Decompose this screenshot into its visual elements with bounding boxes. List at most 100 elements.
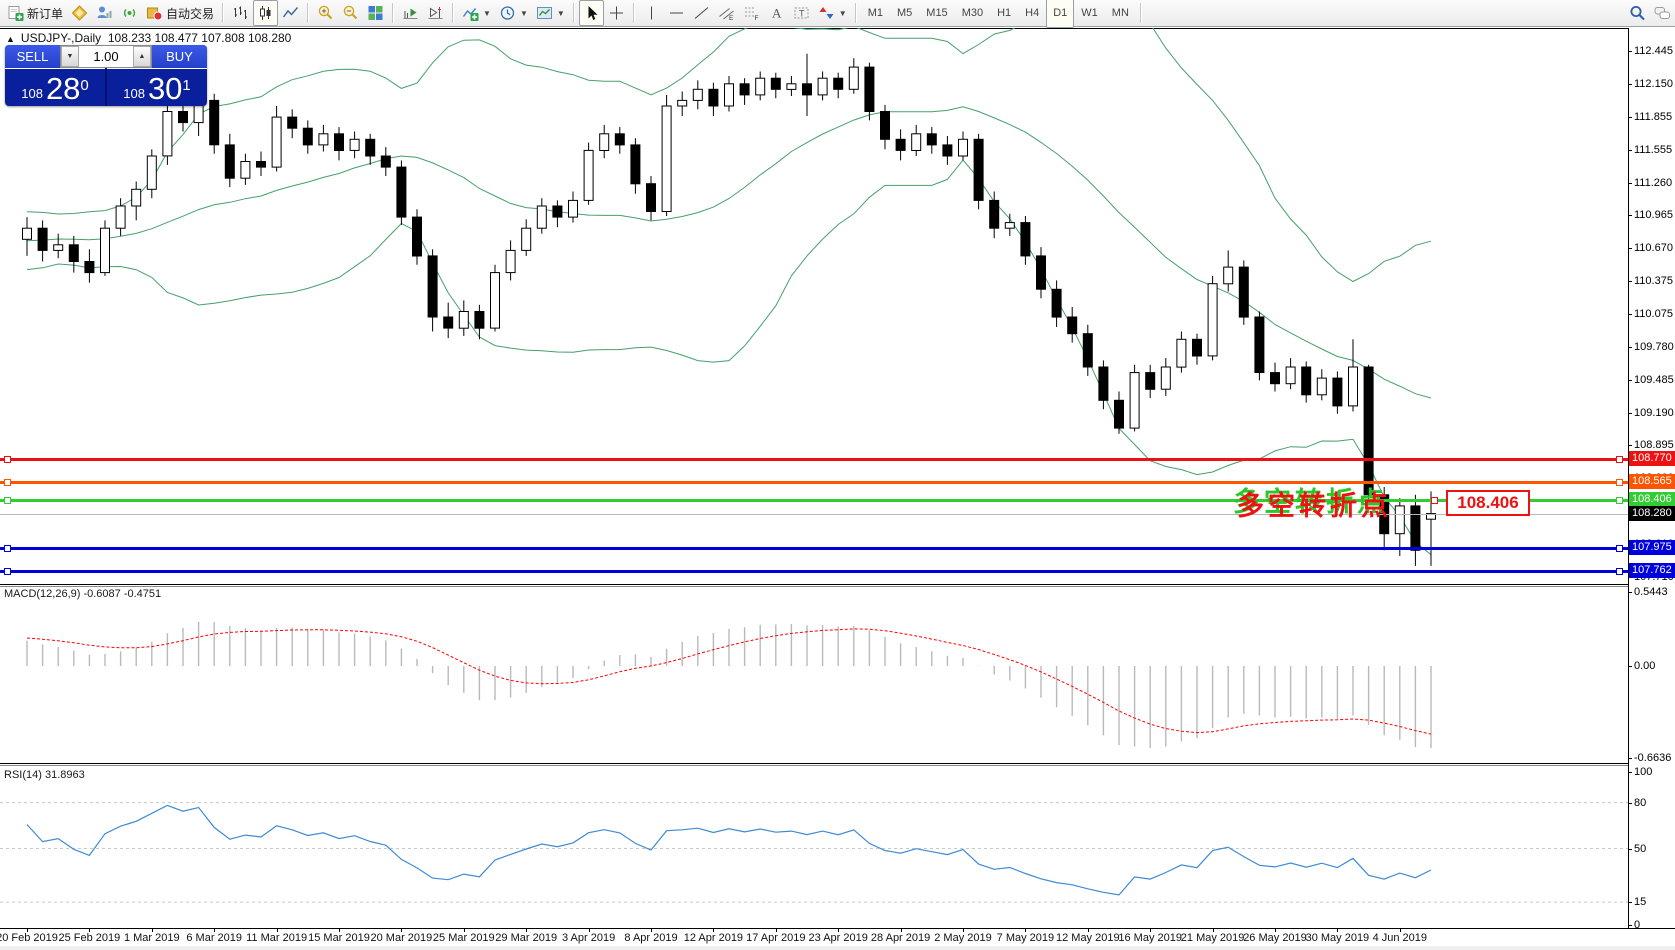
- tf-m5-button[interactable]: M5: [890, 0, 919, 28]
- dropdown-arrow-icon[interactable]: ▼: [838, 8, 847, 18]
- date-label[interactable]: 2 May 2019: [934, 932, 992, 944]
- hline-handle[interactable]: [4, 497, 11, 504]
- hline-handle[interactable]: [4, 479, 11, 486]
- hline-handle[interactable]: [1616, 456, 1623, 463]
- volume-decrease-button[interactable]: ▼: [61, 46, 79, 67]
- date-label[interactable]: 15 Mar 2019: [308, 932, 370, 944]
- date-label[interactable]: 4 Jun 2019: [1372, 932, 1428, 944]
- date-label[interactable]: 17 Apr 2019: [746, 932, 806, 944]
- date-label[interactable]: 28 Apr 2019: [870, 932, 931, 944]
- date-label[interactable]: 12 Apr 2019: [683, 932, 744, 944]
- sell-price-button[interactable]: 108 28 0: [5, 68, 105, 106]
- tf-m1-button[interactable]: M1: [861, 0, 890, 28]
- hline-handle[interactable]: [4, 456, 11, 463]
- vertical-line-button[interactable]: [639, 0, 664, 26]
- date-label[interactable]: 3 Apr 2019: [561, 932, 616, 944]
- hline-108.406[interactable]: [0, 499, 1628, 502]
- hline-handle[interactable]: [4, 545, 11, 552]
- text-button[interactable]: A: [764, 0, 789, 26]
- auto-scroll-button[interactable]: [398, 0, 423, 26]
- zoom-in-button[interactable]: [313, 0, 338, 26]
- chart-title[interactable]: ▲ USDJPY-,Daily 108.233 108.477 107.808 1…: [6, 31, 291, 45]
- date-label[interactable]: 20 Feb 2019: [0, 932, 58, 944]
- buy-button[interactable]: BUY: [152, 45, 207, 68]
- date-label[interactable]: 12 May 2019: [1055, 932, 1120, 944]
- date-label[interactable]: 29 Mar 2019: [495, 932, 558, 944]
- date-label[interactable]: 21 May 2019: [1180, 932, 1245, 944]
- price-tag-108406[interactable]: 108.406: [1446, 490, 1530, 516]
- crosshair-button[interactable]: [604, 0, 629, 26]
- hline-handle[interactable]: [1616, 497, 1623, 504]
- tile-windows-button[interactable]: [363, 0, 388, 26]
- trendline-button[interactable]: [689, 0, 714, 26]
- macd-rsi-separator[interactable]: [0, 763, 1628, 764]
- bear-candle: [1270, 372, 1280, 385]
- dropdown-arrow-icon[interactable]: ▼: [556, 8, 565, 18]
- tf-mn-button-label: MN: [1111, 7, 1129, 19]
- arrows-button[interactable]: ▼: [814, 0, 851, 26]
- tf-m15-button[interactable]: M15: [919, 0, 954, 28]
- indicators-button[interactable]: ▼: [458, 0, 495, 26]
- chat-button[interactable]: [1650, 0, 1675, 26]
- sell-button[interactable]: SELL: [5, 45, 60, 68]
- date-label[interactable]: 11 Mar 2019: [246, 932, 308, 944]
- signal-button[interactable]: [117, 0, 142, 26]
- search-button[interactable]: [1625, 0, 1650, 26]
- metaquotes-icon-button[interactable]: [67, 0, 92, 26]
- chart-bars-button[interactable]: [228, 0, 253, 26]
- cursor-button[interactable]: [578, 0, 604, 26]
- new-order-button[interactable]: 新订单: [3, 0, 67, 26]
- chart-candles-button[interactable]: [253, 0, 279, 26]
- volume-increase-button[interactable]: ▲: [133, 46, 151, 67]
- date-tick: [588, 928, 590, 932]
- date-label[interactable]: 20 Mar 2019: [370, 932, 433, 944]
- buy-price-button[interactable]: 108 30 1: [107, 68, 207, 106]
- date-label[interactable]: 8 Apr 2019: [624, 932, 678, 944]
- fibonacci-button[interactable]: F: [739, 0, 764, 26]
- hline-107.762[interactable]: [0, 570, 1628, 573]
- channel-button[interactable]: E: [714, 0, 739, 26]
- hline-handle[interactable]: [1616, 568, 1623, 575]
- hline-108.565[interactable]: [0, 481, 1628, 484]
- tf-h4-button[interactable]: H4: [1018, 0, 1046, 28]
- svg-text:F: F: [754, 15, 758, 21]
- price-tag-anchor-handle[interactable]: [1431, 497, 1438, 504]
- date-label[interactable]: 25 Feb 2019: [58, 932, 121, 944]
- hline-107.975[interactable]: [0, 547, 1628, 550]
- hline-handle[interactable]: [1616, 479, 1623, 486]
- dropdown-arrow-icon[interactable]: ▼: [519, 8, 528, 18]
- chart-shift-button[interactable]: [423, 0, 448, 26]
- profile-button[interactable]: [92, 0, 117, 26]
- date-label[interactable]: 7 May 2019: [996, 932, 1055, 944]
- date-label[interactable]: 30 May 2019: [1305, 932, 1370, 944]
- rsi-plot[interactable]: [0, 766, 1628, 927]
- turning-point-annotation[interactable]: 多空转折点: [1237, 491, 1392, 521]
- tf-w1-button[interactable]: W1: [1074, 0, 1105, 28]
- hline-handle[interactable]: [4, 568, 11, 575]
- text-label-button[interactable]: T: [789, 0, 814, 26]
- periods-button[interactable]: ▼: [495, 0, 532, 26]
- horizontal-line-button[interactable]: [664, 0, 689, 26]
- date-label[interactable]: 1 Mar 2019: [123, 932, 180, 944]
- date-label[interactable]: 26 May 2019: [1243, 932, 1307, 944]
- date-label[interactable]: 25 Mar 2019: [432, 932, 495, 944]
- macd-plot[interactable]: [0, 587, 1628, 763]
- dropdown-arrow-icon[interactable]: ▼: [483, 8, 491, 18]
- tf-m30-button[interactable]: M30: [955, 0, 990, 28]
- chart-line-button[interactable]: [278, 0, 303, 26]
- autotrade-button[interactable]: 自动交易: [142, 0, 218, 26]
- hline-108.770[interactable]: [0, 458, 1628, 461]
- volume-input[interactable]: [79, 46, 133, 67]
- tf-mn-button[interactable]: MN: [1105, 0, 1136, 28]
- main-chart-plot[interactable]: [0, 28, 1628, 584]
- collapse-trade-panel-icon[interactable]: ▲: [6, 34, 15, 44]
- main-macd-separator[interactable]: [0, 584, 1628, 585]
- tf-d1-button[interactable]: D1: [1046, 0, 1075, 28]
- date-label[interactable]: 23 Apr 2019: [808, 932, 868, 944]
- hline-handle[interactable]: [1616, 545, 1623, 552]
- templates-button[interactable]: ▼: [532, 0, 569, 26]
- zoom-out-button[interactable]: [338, 0, 363, 26]
- date-label[interactable]: 6 Mar 2019: [186, 932, 243, 944]
- tf-h1-button[interactable]: H1: [990, 0, 1018, 28]
- date-label[interactable]: 16 May 2019: [1118, 932, 1182, 944]
